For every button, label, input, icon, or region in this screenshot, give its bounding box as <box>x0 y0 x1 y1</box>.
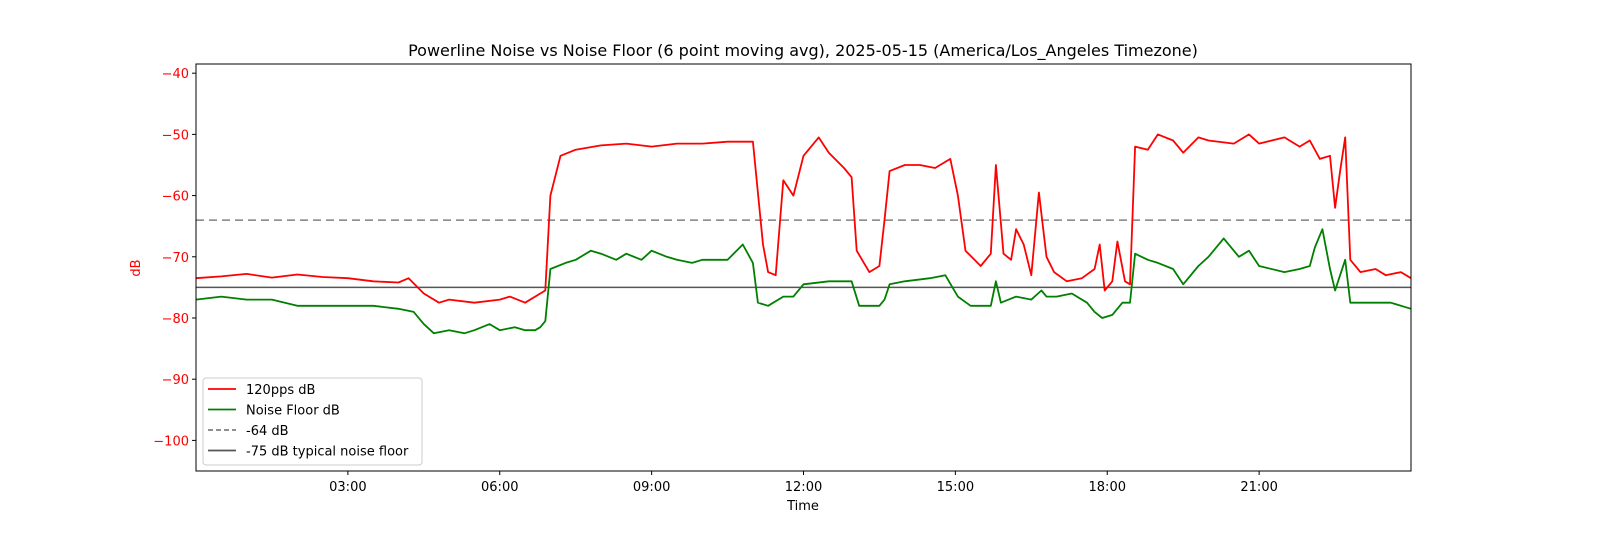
y-axis: −40 −50 −60 −70 −80 −90 −100 <box>153 67 196 449</box>
series-line-120pps <box>195 133 1412 304</box>
y-tick-label: −100 <box>153 434 189 449</box>
x-tick-label: 21:00 <box>1240 480 1277 495</box>
y-tick-label: −80 <box>162 312 189 327</box>
y-tick-label: −40 <box>162 67 189 82</box>
y-tick-label: −50 <box>162 128 189 143</box>
x-tick-label: 09:00 <box>633 480 670 495</box>
legend-box <box>202 377 423 466</box>
y-tick-label: −90 <box>162 373 189 388</box>
y-axis-label: dB <box>129 259 144 276</box>
legend: 120pps dB Noise Floor dB -64 dB -75 dB typi… <box>202 377 423 466</box>
x-tick-label: 15:00 <box>937 480 974 495</box>
legend-item-minus-64-label: -64 dB <box>246 424 289 439</box>
x-tick-label: 18:00 <box>1089 480 1126 495</box>
x-axis-label: Time <box>786 499 819 514</box>
legend-item-120pps-label: 120pps dB <box>246 383 315 398</box>
series-layer <box>195 133 1412 335</box>
x-tick-label: 03:00 <box>329 480 366 495</box>
y-tick-label: −70 <box>162 251 189 266</box>
y-tick-label: −60 <box>162 190 189 205</box>
x-tick-label: 12:00 <box>785 480 822 495</box>
chart-title: Powerline Noise vs Noise Floor (6 point … <box>408 41 1198 61</box>
legend-item-minus-75-label: -75 dB typical noise floor <box>246 445 409 460</box>
legend-item-noise-floor-label: Noise Floor dB <box>246 404 340 419</box>
reference-lines <box>196 219 1411 289</box>
x-axis: 03:00 06:00 09:00 12:00 15:00 18:00 21:00 <box>329 471 1278 495</box>
x-tick-label: 06:00 <box>481 480 518 495</box>
series-line-noise-floor <box>195 228 1412 335</box>
